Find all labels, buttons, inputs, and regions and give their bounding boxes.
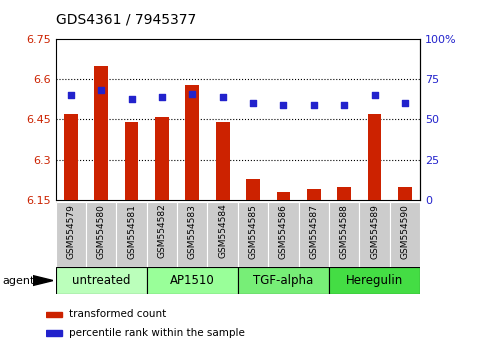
Point (310, 102, 318, 108)
Bar (56, 202, 86, 267)
Bar (155, 117, 169, 200)
Text: GSM554585: GSM554585 (249, 204, 257, 259)
Bar (277, 192, 290, 200)
Bar (398, 187, 412, 200)
Bar (329, 267, 420, 294)
Text: GSM554589: GSM554589 (370, 204, 379, 259)
Bar (368, 114, 382, 200)
Point (249, 101, 257, 106)
Point (280, 102, 287, 108)
Text: transformed count: transformed count (69, 309, 166, 319)
Bar (116, 202, 147, 267)
Bar (94, 66, 108, 200)
Bar (246, 178, 260, 200)
Text: GSM554580: GSM554580 (97, 204, 106, 259)
Point (219, 94, 227, 100)
Bar (216, 122, 229, 200)
Bar (338, 187, 351, 200)
Text: GSM554586: GSM554586 (279, 204, 288, 259)
Bar (268, 202, 298, 267)
Bar (64, 114, 78, 200)
Bar (307, 189, 321, 200)
Bar (390, 202, 420, 267)
Point (67, 92, 74, 98)
Bar (46, 312, 62, 317)
Text: TGF-alpha: TGF-alpha (254, 274, 313, 287)
Bar (238, 267, 329, 294)
Text: GSM554590: GSM554590 (400, 204, 410, 259)
Bar (329, 202, 359, 267)
Text: GSM554581: GSM554581 (127, 204, 136, 259)
Point (97, 88, 105, 93)
Bar (359, 202, 390, 267)
Bar (46, 330, 62, 336)
Text: GSM554588: GSM554588 (340, 204, 349, 259)
Bar (177, 202, 208, 267)
Bar (56, 267, 147, 294)
Bar (147, 202, 177, 267)
Bar (238, 202, 268, 267)
Text: untreated: untreated (72, 274, 130, 287)
Polygon shape (33, 275, 53, 285)
Point (158, 94, 166, 100)
Text: agent: agent (2, 275, 35, 286)
Text: GSM554587: GSM554587 (309, 204, 318, 259)
Text: AP1510: AP1510 (170, 274, 214, 287)
Point (188, 91, 196, 97)
Text: GSM554582: GSM554582 (157, 204, 167, 258)
Point (341, 102, 348, 108)
Text: GSM554579: GSM554579 (66, 204, 75, 259)
Text: percentile rank within the sample: percentile rank within the sample (69, 328, 245, 338)
Point (371, 92, 379, 98)
Bar (86, 202, 116, 267)
Bar (298, 202, 329, 267)
Text: Heregulin: Heregulin (346, 274, 403, 287)
Bar (125, 122, 138, 200)
Text: GSM554584: GSM554584 (218, 204, 227, 258)
Bar (208, 202, 238, 267)
Bar (147, 267, 238, 294)
Bar (185, 85, 199, 200)
Point (128, 96, 135, 101)
Text: GDS4361 / 7945377: GDS4361 / 7945377 (56, 12, 196, 27)
Point (401, 101, 409, 106)
Text: GSM554583: GSM554583 (188, 204, 197, 259)
